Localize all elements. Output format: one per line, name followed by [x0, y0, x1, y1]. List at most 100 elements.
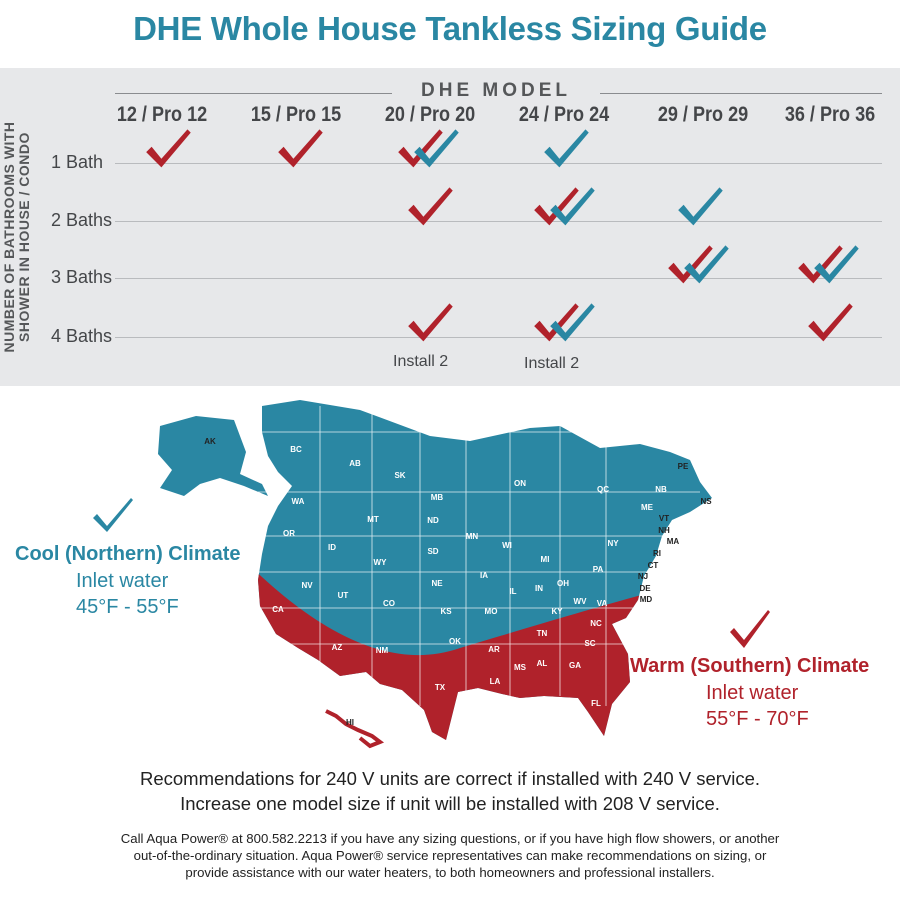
- state-label-mn: MN: [466, 532, 479, 541]
- state-label-hi: HI: [346, 718, 354, 727]
- state-label-md: MD: [640, 595, 653, 604]
- state-borders: [258, 406, 700, 706]
- state-label-pa: PA: [593, 565, 604, 574]
- state-label-sk: SK: [394, 471, 405, 480]
- state-label-ok: OK: [449, 637, 461, 646]
- state-label-ia: IA: [480, 571, 488, 580]
- warm-check-icon: [798, 245, 843, 284]
- state-label-nh: NH: [658, 526, 670, 535]
- cool-climate-title: Cool (Northern) Climate: [15, 543, 241, 565]
- row-rule-1: [115, 163, 882, 164]
- state-label-sc: SC: [584, 639, 595, 648]
- state-label-tx: TX: [435, 683, 446, 692]
- row-label-3-baths: 3 Baths: [51, 267, 113, 287]
- state-label-de: DE: [639, 584, 651, 593]
- warm-climate-temp-range: 55°F - 70°F: [706, 708, 809, 730]
- state-labels: AK BC AB SK MB ON QC NB PE NS ME VT NH MA RI CT NY NJ PA DE…: [204, 437, 712, 727]
- state-label-co: CO: [383, 599, 395, 608]
- state-label-nv: NV: [301, 581, 313, 590]
- state-label-nj: NJ: [638, 572, 648, 581]
- state-label-ri: RI: [653, 549, 661, 558]
- model-header-15: 15 / Pro 15: [250, 103, 342, 126]
- cool-check-icon: [814, 245, 859, 284]
- warm-climate-check-icon: [730, 610, 770, 648]
- state-label-in: IN: [535, 584, 543, 593]
- state-label-bc: BC: [290, 445, 302, 454]
- state-label-vt: VT: [659, 514, 669, 523]
- state-label-fl: FL: [591, 699, 601, 708]
- state-label-ut: UT: [338, 591, 349, 600]
- state-label-ma: MA: [667, 537, 680, 546]
- header-rule-right: [600, 93, 882, 94]
- state-label-mi: MI: [541, 555, 550, 564]
- state-label-ga: GA: [569, 661, 581, 670]
- state-label-ns: NS: [700, 497, 712, 506]
- row-label-2-baths: 2 Baths: [51, 210, 113, 230]
- state-label-il: IL: [509, 587, 516, 596]
- state-label-on: ON: [514, 479, 526, 488]
- state-label-wa: WA: [292, 497, 305, 506]
- state-label-or: OR: [283, 529, 295, 538]
- dhe-model-header: DHE MODEL: [421, 80, 571, 101]
- state-label-ks: KS: [440, 607, 452, 616]
- warm-check-icon: [668, 245, 713, 284]
- model-header-24: 24 / Pro 24: [518, 103, 610, 126]
- state-label-la: LA: [490, 677, 501, 686]
- warm-check-icon: [146, 129, 191, 168]
- state-label-az: AZ: [332, 643, 343, 652]
- model-header-12: 12 / Pro 12: [116, 103, 208, 126]
- header-rule-left: [115, 93, 392, 94]
- state-label-ak: AK: [204, 437, 216, 446]
- model-header-20: 20 / Pro 20: [384, 103, 476, 126]
- warm-check-icon: [408, 303, 453, 342]
- state-label-ny: NY: [607, 539, 619, 548]
- warm-check-icon: [278, 129, 323, 168]
- cool-check-icon: [544, 129, 589, 168]
- state-label-pe: PE: [678, 462, 689, 471]
- bathrooms-axis-label-line2: SHOWER IN HOUSE / CONDO: [16, 132, 32, 342]
- cool-climate-temp-range: 45°F - 55°F: [76, 596, 179, 618]
- state-label-va: VA: [597, 599, 608, 608]
- warm-climate-inlet-label: Inlet water: [706, 682, 799, 704]
- state-label-nc: NC: [590, 619, 602, 628]
- row-label-1-bath: 1 Bath: [51, 152, 104, 172]
- state-label-mt: MT: [367, 515, 379, 524]
- row-rule-2: [115, 221, 882, 222]
- warm-check-icon: [808, 303, 853, 342]
- state-label-ct: CT: [648, 561, 659, 570]
- sizing-table-panel: [0, 68, 900, 386]
- state-label-tn: TN: [537, 629, 548, 638]
- cool-check-icon: [684, 245, 729, 284]
- state-label-nm: NM: [376, 646, 389, 655]
- state-label-ne: NE: [431, 579, 443, 588]
- warm-check-icon: [408, 187, 453, 226]
- cool-check-icon: [678, 187, 723, 226]
- state-label-ca: CA: [272, 605, 284, 614]
- bathrooms-axis-label: NUMBER OF BATHROOMS WITH SHOWER IN HOUSE…: [1, 77, 32, 397]
- warm-check-icon: [534, 187, 579, 226]
- state-label-oh: OH: [557, 579, 569, 588]
- state-label-sd: SD: [427, 547, 438, 556]
- hawaii-shape: [325, 709, 385, 749]
- voltage-note-line2: Increase one model size if unit will be …: [180, 793, 720, 814]
- contact-note: Call Aqua Power® at 800.582.2213 if you …: [70, 830, 830, 881]
- row-label-4-baths: 4 Baths: [51, 326, 113, 346]
- model-header-29: 29 / Pro 29: [657, 103, 749, 126]
- state-label-wv: WV: [574, 597, 588, 606]
- page-title: DHE Whole House Tankless Sizing Guide: [133, 10, 767, 47]
- state-label-al: AL: [537, 659, 548, 668]
- voltage-note-line1: Recommendations for 240 V units are corr…: [139, 768, 761, 789]
- state-label-nd: ND: [427, 516, 439, 525]
- state-label-ab: AB: [349, 459, 361, 468]
- warm-check-icon: [398, 129, 443, 168]
- state-label-mb: MB: [431, 493, 444, 502]
- row-rule-3: [115, 278, 882, 279]
- state-label-nb: NB: [655, 485, 667, 494]
- cool-climate-check-icon: [93, 498, 133, 532]
- contact-note-line1: Call Aqua Power® at 800.582.2213 if you …: [120, 831, 780, 846]
- cool-check-icon: [550, 187, 595, 226]
- install-note-24: Install 2: [524, 355, 580, 372]
- install-note-20: Install 2: [393, 353, 449, 370]
- mainland-shape: [258, 400, 712, 740]
- cool-climate-inlet-label: Inlet water: [76, 570, 169, 592]
